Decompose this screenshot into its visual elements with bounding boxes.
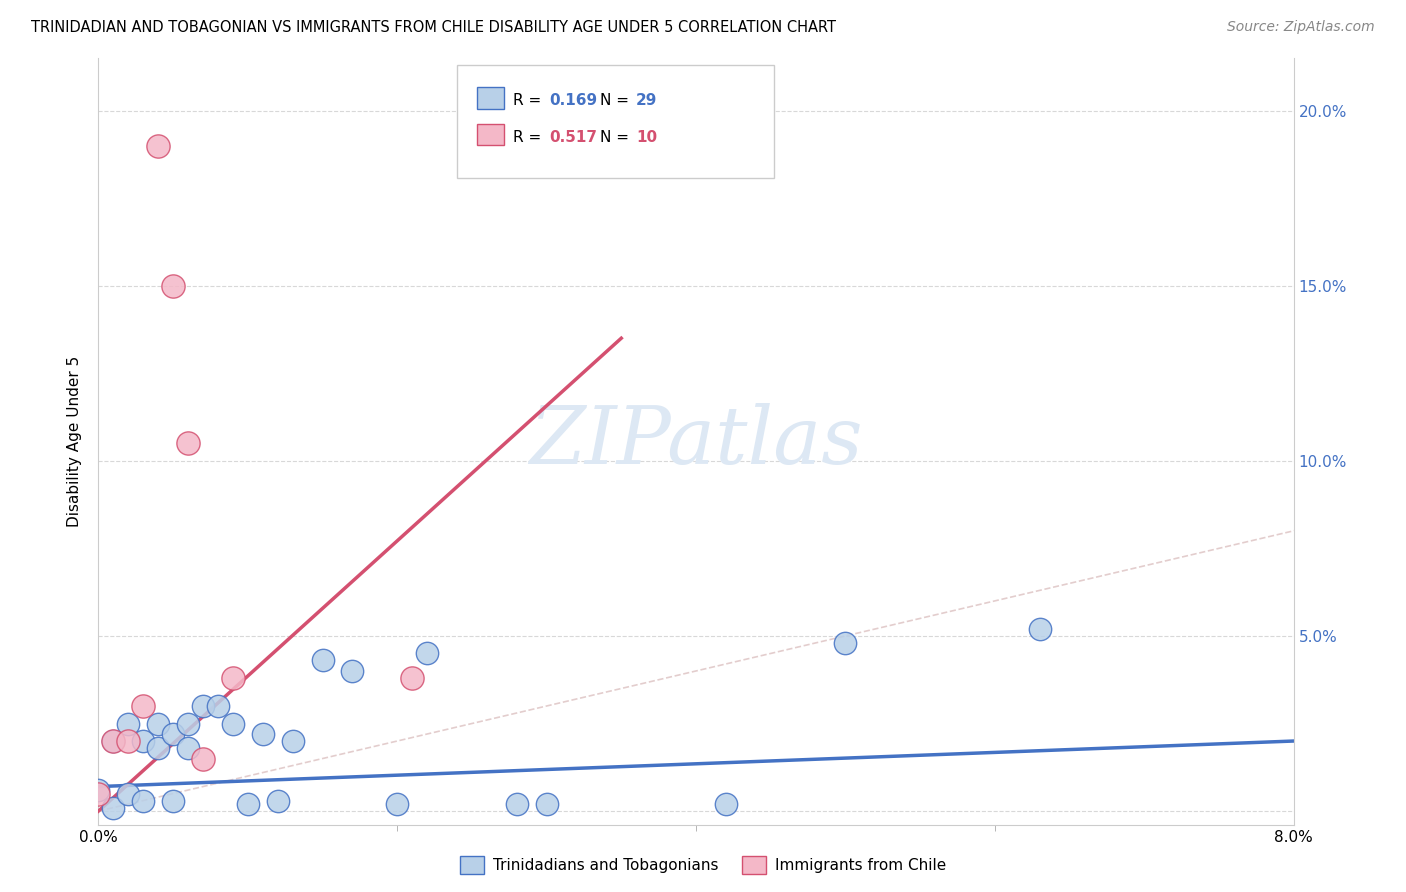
- Text: N =: N =: [600, 94, 634, 109]
- Point: [162, 278, 184, 293]
- Point: [103, 734, 125, 748]
- Point: [103, 800, 125, 814]
- Point: [252, 727, 274, 741]
- Text: 10: 10: [636, 130, 658, 145]
- Point: [117, 716, 139, 731]
- FancyBboxPatch shape: [477, 124, 503, 145]
- Point: [177, 741, 200, 756]
- Point: [311, 653, 333, 667]
- FancyBboxPatch shape: [477, 87, 503, 109]
- Text: 29: 29: [636, 94, 658, 109]
- Text: 0.169: 0.169: [548, 94, 598, 109]
- Point: [162, 794, 184, 808]
- Point: [132, 734, 155, 748]
- Point: [191, 698, 214, 713]
- Point: [117, 787, 139, 801]
- Point: [401, 671, 423, 685]
- Text: R =: R =: [513, 94, 547, 109]
- Point: [103, 734, 125, 748]
- Point: [117, 734, 139, 748]
- FancyBboxPatch shape: [457, 65, 773, 178]
- Y-axis label: Disability Age Under 5: Disability Age Under 5: [67, 356, 83, 527]
- Point: [1028, 622, 1050, 636]
- Point: [236, 797, 259, 811]
- Text: ZIPatlas: ZIPatlas: [529, 403, 863, 480]
- Text: N =: N =: [600, 130, 634, 145]
- Legend: Trinidadians and Tobagonians, Immigrants from Chile: Trinidadians and Tobagonians, Immigrants…: [454, 850, 952, 880]
- Point: [177, 436, 200, 450]
- Point: [342, 664, 364, 678]
- Point: [177, 716, 200, 731]
- Point: [222, 671, 245, 685]
- Point: [385, 797, 409, 811]
- Point: [87, 783, 110, 797]
- Point: [148, 741, 170, 756]
- Point: [162, 727, 184, 741]
- Text: TRINIDADIAN AND TOBAGONIAN VS IMMIGRANTS FROM CHILE DISABILITY AGE UNDER 5 CORRE: TRINIDADIAN AND TOBAGONIAN VS IMMIGRANTS…: [31, 20, 837, 35]
- Point: [416, 647, 439, 661]
- Point: [148, 138, 170, 153]
- Point: [132, 794, 155, 808]
- Point: [536, 797, 558, 811]
- Point: [207, 698, 229, 713]
- Text: R =: R =: [513, 130, 547, 145]
- Point: [222, 716, 245, 731]
- Point: [87, 787, 110, 801]
- Text: 0.517: 0.517: [548, 130, 598, 145]
- Text: Source: ZipAtlas.com: Source: ZipAtlas.com: [1227, 20, 1375, 34]
- Point: [132, 698, 155, 713]
- Point: [267, 794, 290, 808]
- Point: [506, 797, 529, 811]
- Point: [281, 734, 304, 748]
- Point: [714, 797, 737, 811]
- Point: [148, 716, 170, 731]
- Point: [834, 636, 856, 650]
- Point: [191, 751, 214, 765]
